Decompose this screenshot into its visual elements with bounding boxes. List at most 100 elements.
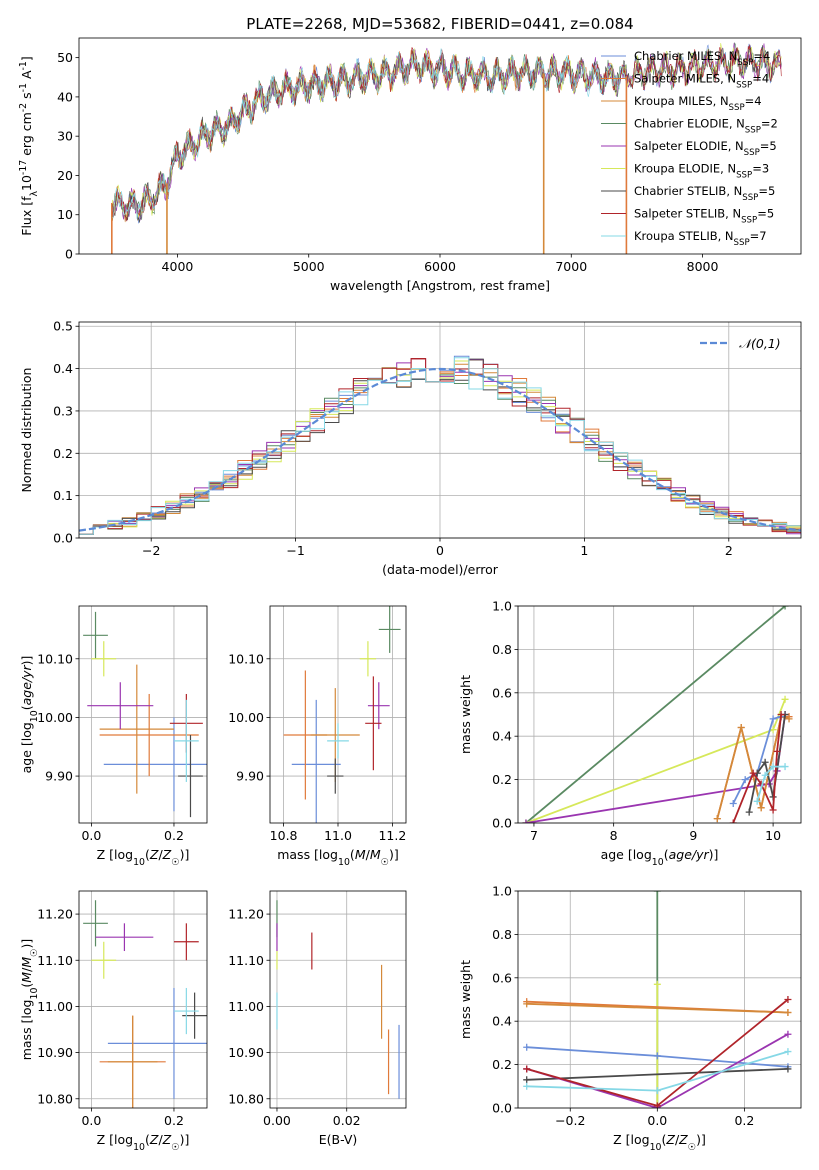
weight-marker — [785, 715, 793, 723]
x-tick-label: 4000 — [162, 259, 194, 274]
y-tick-label: 1.0 — [492, 599, 512, 614]
x-tick-label: 5000 — [293, 259, 325, 274]
y-tick-label: 10.00 — [37, 710, 73, 725]
legend-label: Kroupa MILES, NSSP=4 — [634, 94, 762, 113]
y-tick-label: 0.3 — [53, 403, 73, 418]
x-axis-label: Z [log10(Z/Z☉)] — [613, 1132, 706, 1153]
legend-label: Chabrier STELIB, NSSP=5 — [634, 184, 775, 203]
y-tick-label: 0.4 — [53, 361, 73, 376]
panel-residuals: −2 −1 0 1 2 0.0 0.1 0.2 0.3 0.4 0.5 (data-model)/er… — [19, 319, 802, 577]
legend-label: Salpeter STELIB, NSSP=5 — [634, 207, 774, 226]
weight-marker — [745, 808, 753, 816]
x-tick-label: 0.02 — [333, 1113, 361, 1128]
weight-marker — [523, 1043, 531, 1051]
weight-marker — [737, 724, 745, 732]
weight-marker — [769, 763, 777, 771]
x-tick-label: −0.2 — [555, 1113, 585, 1128]
axes-frame — [517, 605, 802, 824]
y-tick-label: 0 — [65, 247, 73, 262]
y-tick-label: 0.8 — [492, 927, 512, 942]
y-tick-label: 0.0 — [53, 531, 73, 546]
x-tick-label: 0.2 — [734, 1113, 754, 1128]
y-tick-label: 10.80 — [37, 1091, 73, 1106]
y-tick-label: 0.2 — [492, 772, 512, 787]
panel-mass-weight-vs-age: 7 8 9 10 0.0 0.2 0.4 0.6 0.8 1.0 age [log10(age/yr… — [458, 599, 802, 868]
y-tick-label: 20 — [57, 168, 73, 183]
plot-area — [83, 900, 207, 1108]
x-tick-label: 0.2 — [164, 828, 184, 843]
y-tick-label: 0.4 — [492, 1014, 512, 1029]
x-axis-label: Z [log10(Z/Z☉)] — [97, 847, 190, 868]
x-tick-label: 6000 — [424, 259, 456, 274]
y-tick-label: 11.00 — [228, 999, 264, 1014]
y-tick-label: 0.0 — [492, 816, 512, 831]
y-axis-label: mass [log10(M/M☉)] — [19, 939, 40, 1061]
weight-marker — [523, 1076, 531, 1084]
legend-label: Chabrier ELODIE, NSSP=2 — [634, 117, 778, 136]
x-tick-label: 2 — [725, 543, 733, 558]
weight-line — [526, 1002, 788, 1014]
panels: 4000 5000 6000 7000 800001020304050wavelengt… — [18, 37, 802, 1153]
spectrum-line-5 — [111, 43, 782, 221]
y-tick-label: 11.10 — [37, 953, 73, 968]
weight-marker — [523, 1000, 531, 1008]
weight-marker — [753, 797, 761, 805]
weight-marker — [729, 819, 737, 823]
legend-label: Kroupa STELIB, NSSP=7 — [634, 229, 767, 248]
y-tick-label: 50 — [57, 50, 73, 65]
legend-label: Chabrier MILES, NSSP=4 — [634, 49, 770, 68]
weight-marker — [757, 804, 765, 812]
y-tick-label: 0.8 — [492, 642, 512, 657]
legend-label: 𝒩(0,1) — [739, 336, 781, 351]
x-tick-label: 10.8 — [270, 828, 298, 843]
y-tick-label: 0.1 — [53, 488, 73, 503]
x-tick-label: 0.0 — [81, 1113, 101, 1128]
x-tick-label: 11.2 — [378, 828, 406, 843]
weight-marker — [769, 806, 777, 814]
legend-label: Salpeter ELODIE, NSSP=5 — [634, 139, 777, 158]
weight-marker — [769, 715, 777, 723]
y-axis-label: Normed distribution — [19, 368, 34, 493]
legend: Chabrier MILES, NSSP=4 Salpeter MILES, NS… — [601, 49, 778, 248]
y-tick-label: 0.4 — [492, 729, 512, 744]
weight-line — [525, 698, 786, 823]
axes-frame — [78, 890, 208, 1109]
y-tick-label: 11.00 — [37, 999, 73, 1014]
x-tick-label: 1 — [580, 543, 588, 558]
weight-marker — [784, 996, 792, 1003]
plot-area — [111, 41, 782, 254]
weight-line — [732, 714, 782, 823]
y-tick-label: 11.10 — [228, 953, 264, 968]
y-tick-label: 10.00 — [228, 710, 264, 725]
x-tick-label: −1 — [286, 543, 304, 558]
y-axis-label: age [log10(age/yr)] — [19, 656, 40, 774]
weight-marker — [773, 747, 781, 755]
weight-marker — [784, 1009, 792, 1017]
x-tick-label: 10 — [765, 828, 781, 843]
panel-mass-vs-Z: 0.0 0.2 10.80 10.90 11.00 11.10 11.20 Z [log10(… — [19, 890, 208, 1153]
panel-mass-weight-vs-Z: −0.2 0.0 0.2 0.0 0.2 0.4 0.6 0.8 1.0 Z [log10(Z/Z… — [458, 884, 802, 1153]
x-tick-label: 8 — [610, 828, 618, 843]
spectrum-line-8 — [111, 48, 627, 221]
y-tick-label: 30 — [57, 129, 73, 144]
weight-marker — [781, 606, 789, 610]
y-tick-label: 9.90 — [236, 769, 264, 784]
y-tick-label: 11.20 — [37, 907, 73, 922]
y-tick-label: 10 — [57, 207, 73, 222]
y-tick-label: 0.0 — [492, 1101, 512, 1116]
weight-marker — [523, 1082, 531, 1090]
y-axis-label: mass weight — [458, 675, 473, 754]
weight-marker — [777, 711, 785, 718]
weight-marker — [741, 776, 749, 784]
y-tick-label: 0.6 — [492, 685, 512, 700]
figure-title: PLATE=2268, MJD=53682, FIBERID=0441, z=0… — [246, 15, 633, 33]
weight-marker — [784, 1065, 792, 1073]
weight-line — [525, 606, 786, 823]
y-tick-label: 10.90 — [37, 1045, 73, 1060]
x-tick-label: 0 — [436, 543, 444, 558]
x-tick-label: 9 — [689, 828, 697, 843]
axes-frame — [78, 605, 208, 824]
weight-marker — [653, 1102, 661, 1108]
x-axis-label: mass [log10(M/M☉)] — [277, 847, 399, 868]
